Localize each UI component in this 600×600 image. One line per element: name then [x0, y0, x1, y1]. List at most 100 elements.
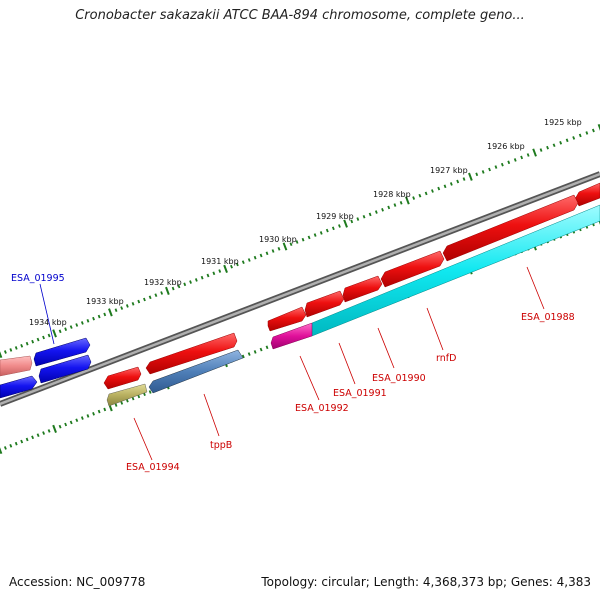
- gene-outer-3[interactable]: [342, 275, 383, 303]
- outer-scale-tick: [114, 308, 118, 313]
- gene-esa-01994[interactable]: [106, 383, 148, 407]
- outer-scale-tick: [374, 210, 378, 214]
- gene-esa-01992[interactable]: [270, 322, 313, 350]
- gene-esa-01995[interactable]: [33, 337, 91, 367]
- outer-scale-tick: [183, 282, 187, 287]
- inner-scale-tick: [259, 347, 263, 352]
- outer-scale-tick: [449, 182, 453, 186]
- outer-scale-tick: [148, 295, 152, 300]
- gene-outer-4[interactable]: [304, 290, 345, 318]
- outer-scale-ticks: [0, 123, 600, 359]
- gene-inner-blue-left[interactable]: [38, 354, 92, 384]
- outer-scale-tick: [526, 153, 530, 157]
- outer-scale-tick: [92, 316, 95, 321]
- gene-outer-6[interactable]: [145, 332, 238, 375]
- gene-label-esa-01988: ESA_01988: [521, 312, 575, 323]
- inner-scale-tick: [241, 354, 245, 359]
- inner-scale-tick: [103, 407, 107, 412]
- inner-scale-tick: [42, 431, 46, 435]
- outer-scale-tick: [194, 278, 198, 282]
- outer-scale-tick: [58, 329, 62, 334]
- outer-scale-tick: [212, 271, 216, 276]
- gene-outer-5[interactable]: [267, 306, 307, 332]
- map-title: Cronobacter sakazakii ATCC BAA-894 chrom…: [75, 8, 525, 23]
- inner-scale-tick: [148, 390, 152, 394]
- outer-scale-tick: [338, 224, 341, 228]
- genome-stats-text: Topology: circular; Length: 4,368,373 bp…: [261, 575, 591, 589]
- gene-label-esa-01990: ESA_01990: [372, 373, 426, 384]
- outer-scale-tick: [412, 196, 416, 200]
- outer-scale-tick: [223, 264, 228, 273]
- gene-label-esa-01994: ESA_01994: [126, 462, 180, 473]
- outer-scale-tick: [368, 212, 372, 217]
- outer-scale-tick: [131, 301, 135, 306]
- outer-scale-tick: [578, 133, 582, 138]
- outer-scale-tick: [75, 323, 79, 327]
- outer-scale-tick: [165, 286, 170, 295]
- inner-scale-tick: [253, 350, 257, 354]
- inner-scale-tick: [9, 443, 13, 448]
- gene-tppb[interactable]: [148, 349, 244, 394]
- scale-label-1926: 1926 kbp: [487, 142, 525, 151]
- outer-scale-tick: [108, 308, 113, 317]
- outer-scale-tick: [189, 280, 192, 284]
- outer-scale-tick: [301, 237, 305, 242]
- outer-scale-tick: [277, 246, 281, 251]
- inner-scale-tick: [36, 433, 40, 438]
- outer-scale-tick: [513, 158, 517, 162]
- outer-scale-tick: [103, 312, 107, 317]
- gene-outer-7[interactable]: [103, 366, 142, 390]
- gene-outer-long-1[interactable]: [442, 194, 579, 262]
- inner-scale-tick: [265, 345, 269, 350]
- outer-scale-tick: [14, 346, 18, 350]
- outer-scale-tick: [362, 214, 366, 219]
- inner-scale-tick: [247, 352, 251, 356]
- inner-scale-tick: [97, 409, 101, 414]
- outer-scale-tick: [307, 235, 311, 240]
- outer-scale-tick: [399, 200, 403, 205]
- gene-outer-2[interactable]: [380, 250, 445, 288]
- outer-scale-tick: [431, 189, 434, 193]
- inner-scale-tick: [64, 422, 68, 427]
- outer-scale-tick: [481, 170, 485, 174]
- outer-scale-tick: [393, 203, 397, 207]
- outer-scale-tick: [456, 179, 460, 184]
- outer-scale-tick: [559, 140, 563, 145]
- outer-scale-tick: [520, 155, 524, 160]
- outer-scale-tick: [160, 291, 164, 295]
- outer-scale-tick: [177, 284, 181, 289]
- outer-scale-tick: [42, 335, 45, 340]
- outer-scale-tick: [475, 172, 479, 177]
- outer-scale-tick: [265, 251, 269, 256]
- outer-scale-tick: [218, 269, 222, 273]
- outer-scale-tick: [235, 262, 239, 267]
- scale-label-1929: 1929 kbp: [316, 212, 354, 221]
- outer-scale-tick: [125, 304, 129, 308]
- inner-scale-tick: [75, 418, 79, 423]
- gene-label-esa-01992: ESA_01992: [295, 403, 349, 414]
- outer-scale-tick: [137, 299, 141, 304]
- outer-scale-tick: [154, 293, 158, 298]
- outer-scale-tick: [418, 193, 422, 198]
- scale-label-1932: 1932 kbp: [144, 278, 182, 287]
- outer-scale-tick: [97, 314, 101, 319]
- outer-scale-tick: [443, 184, 447, 189]
- outer-scale-tick: [289, 242, 293, 247]
- gene-outer-pink[interactable]: [0, 355, 33, 377]
- gene-inner-blue-far-left[interactable]: [0, 375, 38, 399]
- outer-scale-tick: [295, 240, 299, 244]
- inner-scale-tick: [14, 441, 18, 446]
- gene-outer-far-right[interactable]: [574, 182, 600, 207]
- outer-scale-tick: [597, 123, 600, 131]
- outer-scale-tick: [539, 148, 543, 152]
- outer-scale-tick: [488, 167, 491, 172]
- outer-scale-tick: [171, 286, 175, 291]
- outer-scale-tick: [36, 337, 40, 342]
- outer-scale-tick: [585, 131, 589, 135]
- outer-scale-tick: [52, 329, 57, 338]
- gene-label-esa-01995: ESA_01995: [11, 273, 65, 284]
- outer-scale-tick: [9, 348, 13, 352]
- scale-label-1925: 1925 kbp: [544, 118, 582, 127]
- outer-scale-tick: [591, 128, 595, 133]
